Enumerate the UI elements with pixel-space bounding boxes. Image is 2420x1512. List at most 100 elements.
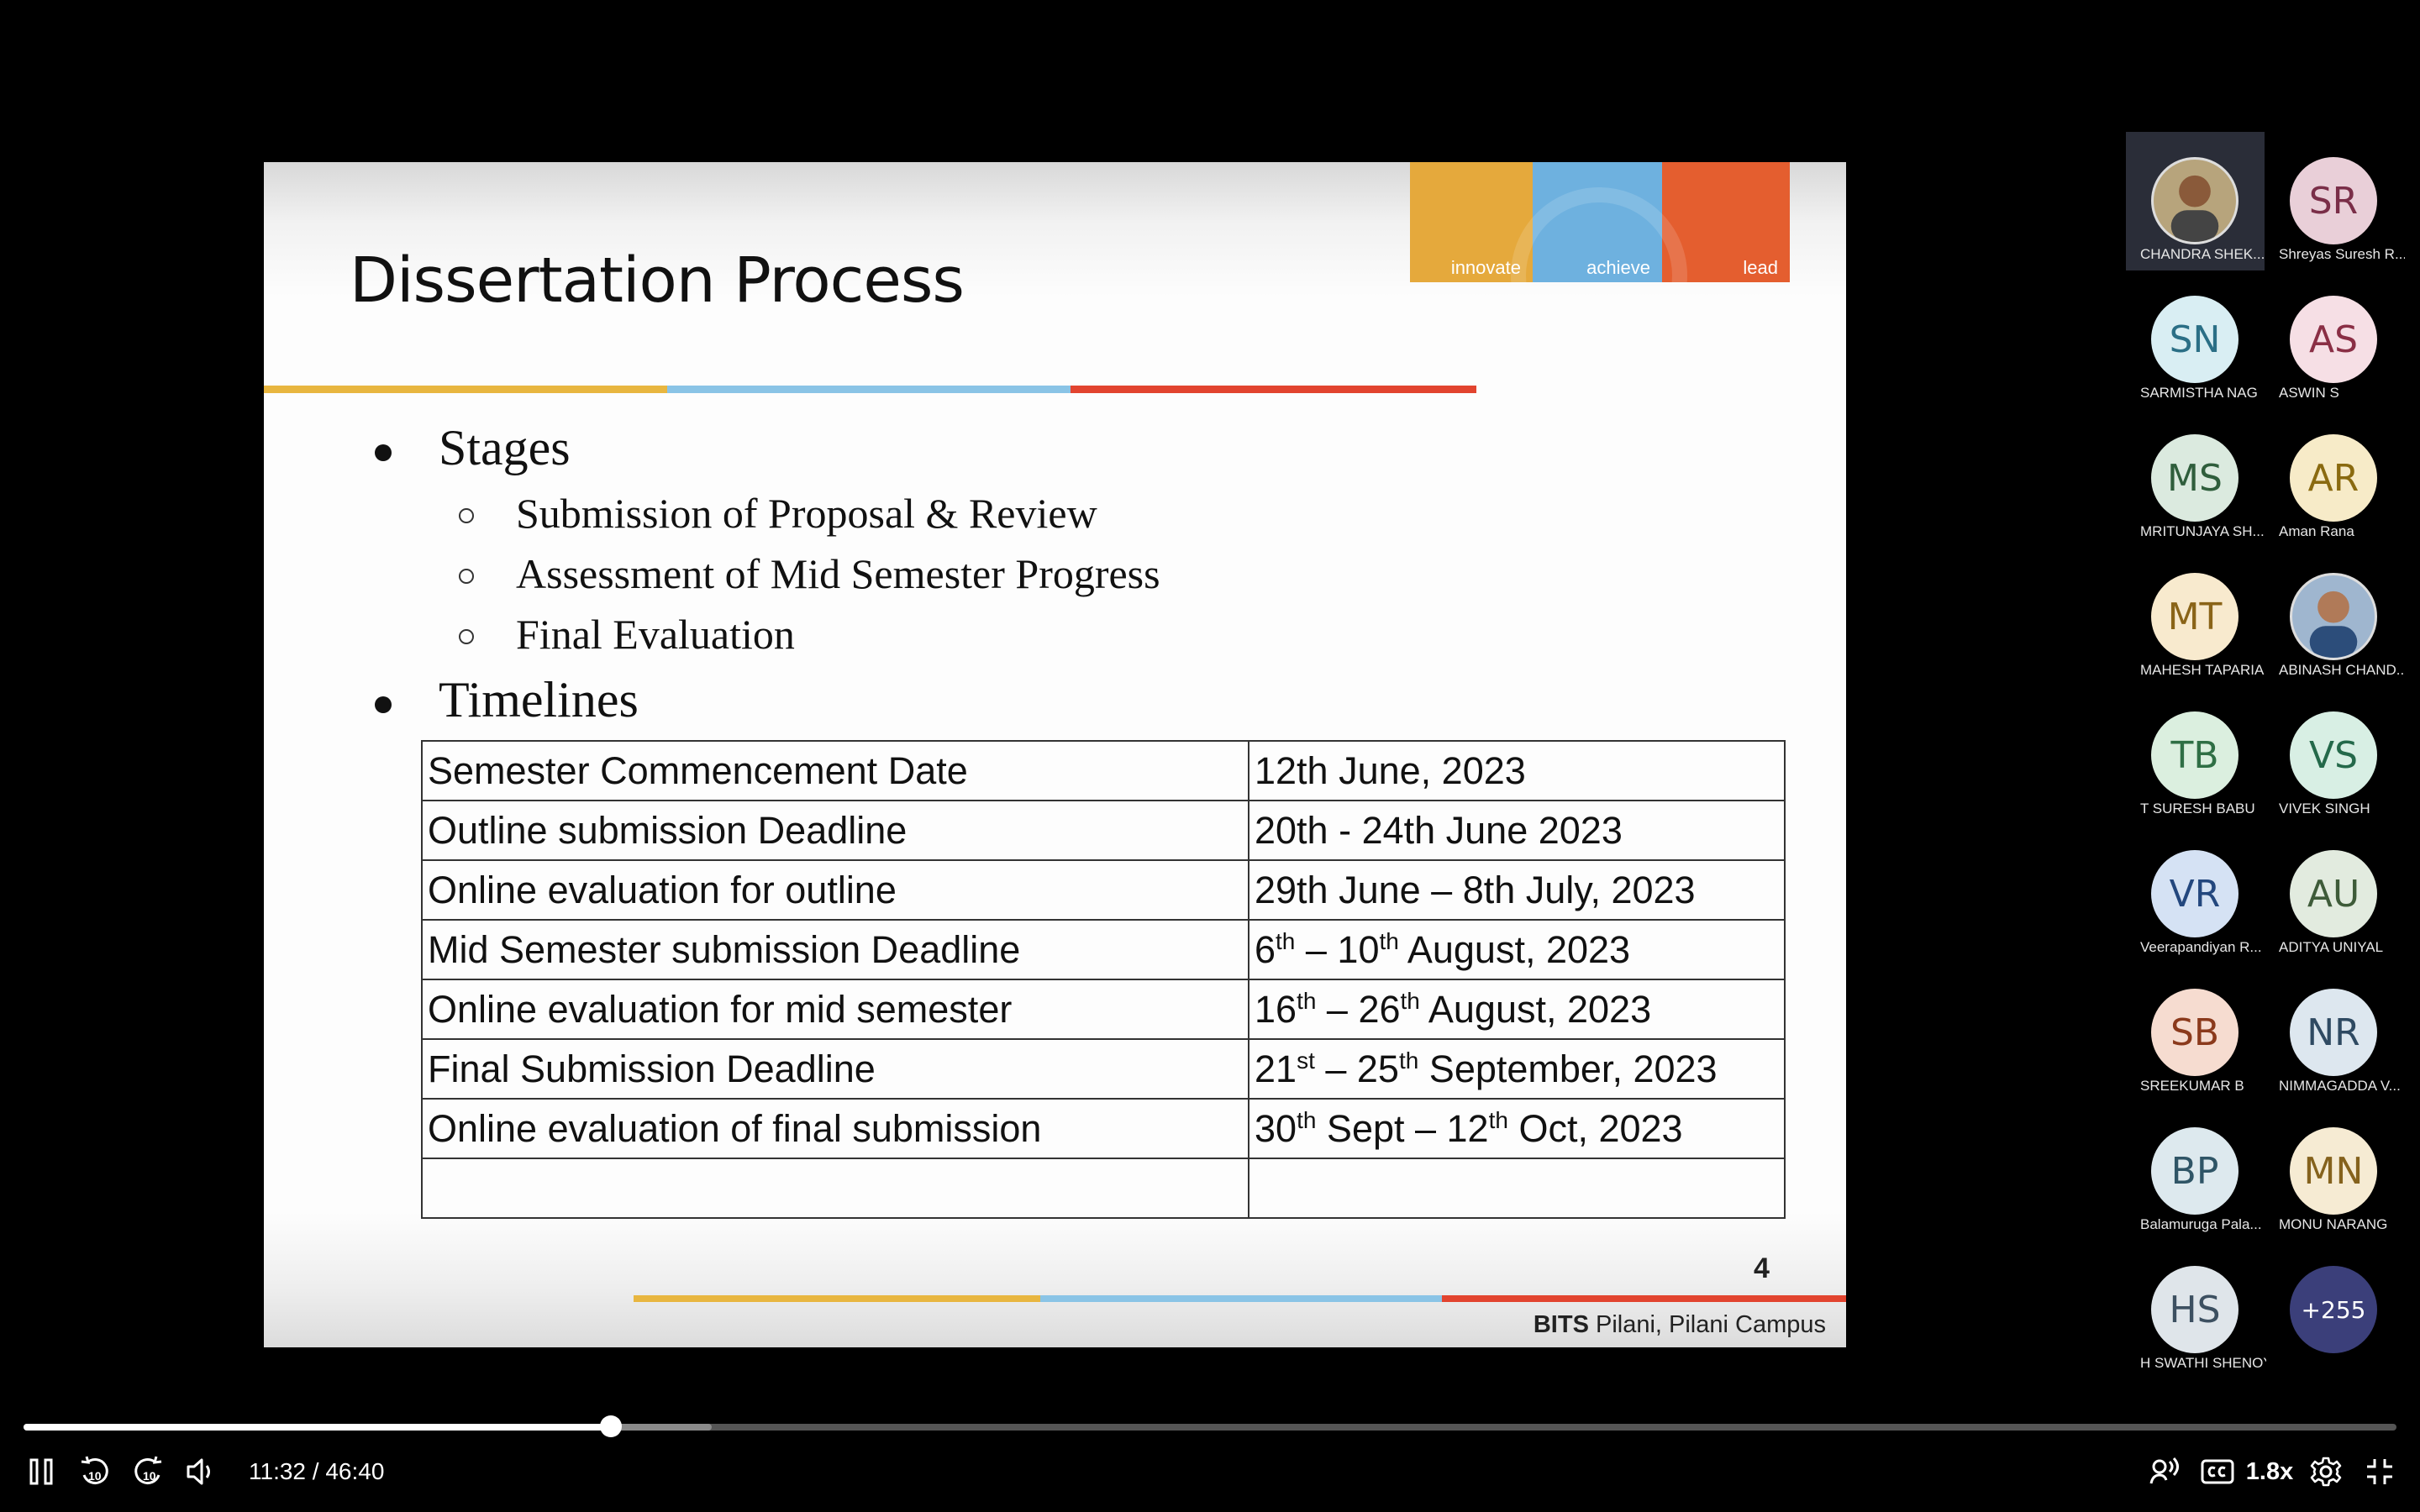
bullet-stages: Stages	[439, 420, 571, 475]
participant-tile[interactable]: MS MRITUNJAYA SH...	[2126, 409, 2265, 548]
participant-name: ASWIN S	[2279, 385, 2339, 401]
participant-avatar: BP	[2151, 1127, 2238, 1215]
sub-bullet-ring	[459, 508, 474, 523]
participant-name: NIMMAGADDA V...	[2279, 1078, 2401, 1094]
participant-avatar: AS	[2290, 296, 2377, 383]
table-row	[421, 1158, 1786, 1219]
participant-name: Veerapandiyan R...	[2140, 939, 2262, 955]
participant-name: ABINASH CHAND...	[2279, 662, 2405, 678]
bullet-timelines: Timelines	[439, 672, 639, 727]
table-row: Final Submission Deadline 21st – 25th Se…	[421, 1038, 1786, 1100]
timeline-event: Online evaluation for mid semester	[421, 979, 1249, 1040]
participant-avatar: VR	[2151, 850, 2238, 937]
participant-name: VIVEK SINGH	[2279, 801, 2370, 816]
stage-item: Final Evaluation	[516, 611, 795, 658]
volume-icon	[187, 1458, 210, 1485]
timeline-date: 21st – 25th September, 2023	[1248, 1038, 1786, 1100]
skip-back-button[interactable]: 10	[76, 1453, 113, 1490]
participant-avatar: AR	[2290, 434, 2377, 522]
participant-tile[interactable]: CHANDRA SHEK...	[2126, 132, 2265, 270]
timeline-event: Online evaluation for outline	[421, 859, 1249, 921]
timeline-table: Semester Commencement Date 12th June, 20…	[421, 740, 1786, 1219]
presentation-slide: innovate achieve lead Dissertation Proce…	[264, 162, 1846, 1347]
audio-description-button[interactable]	[2146, 1453, 2183, 1490]
participant-name: SREEKUMAR B	[2140, 1078, 2244, 1094]
participant-tile[interactable]: SB SREEKUMAR B	[2126, 963, 2265, 1102]
person-photo-icon	[2309, 591, 2358, 658]
participant-name: CHANDRA SHEK...	[2140, 246, 2265, 262]
participant-tile[interactable]: MT MAHESH TAPARIA	[2126, 548, 2265, 686]
timeline-date: 20th - 24th June 2023	[1248, 800, 1786, 861]
timeline-event: Online evaluation of final submission	[421, 1098, 1249, 1159]
participant-tile[interactable]: MN MONU NARANG	[2265, 1102, 2403, 1241]
svg-text:10: 10	[143, 1469, 156, 1483]
participant-tile[interactable]: VS VIVEK SINGH	[2265, 686, 2403, 825]
participant-tile[interactable]: BP Balamuruga Pala...	[2126, 1102, 2265, 1241]
participant-name: T SURESH BABU	[2140, 801, 2255, 816]
logo-word-lead: lead	[1743, 257, 1778, 278]
table-row: Online evaluation for mid semester 16th …	[421, 979, 1786, 1040]
pause-button[interactable]	[24, 1453, 60, 1490]
sub-bullet-ring	[459, 569, 474, 584]
timeline-date: 30th Sept – 12th Oct, 2023	[1248, 1098, 1786, 1159]
volume-button[interactable]	[183, 1453, 220, 1490]
table-row: Semester Commencement Date 12th June, 20…	[421, 740, 1786, 801]
participant-tile[interactable]: AR Aman Rana	[2265, 409, 2403, 548]
table-row: Mid Semester submission Deadline 6th – 1…	[421, 919, 1786, 980]
participant-avatar: +255	[2290, 1266, 2377, 1353]
closed-captions-icon	[2201, 1459, 2234, 1484]
timeline-event: Outline submission Deadline	[421, 800, 1249, 861]
participant-tile[interactable]: HS H SWATHI SHENOY	[2126, 1241, 2266, 1379]
gear-icon	[2310, 1457, 2342, 1487]
closed-captions-button[interactable]	[2199, 1453, 2236, 1490]
participant-avatar: TB	[2151, 711, 2238, 799]
table-row: Online evaluation of final submission 30…	[421, 1098, 1786, 1159]
timeline-date	[1248, 1158, 1786, 1219]
participant-name: MAHESH TAPARIA	[2140, 662, 2265, 678]
participant-avatar: MN	[2290, 1127, 2377, 1215]
participant-tile[interactable]: AU ADITYA UNIYAL	[2265, 825, 2403, 963]
slide-footer: BITS Pilani, Pilani Campus	[1533, 1311, 1826, 1338]
title-underline	[264, 386, 1476, 393]
participant-tile[interactable]: SR Shreyas Suresh R...	[2265, 132, 2405, 270]
participant-avatar: SB	[2151, 989, 2238, 1076]
participant-tile[interactable]: +255	[2265, 1241, 2403, 1379]
participant-name: MONU NARANG	[2279, 1216, 2388, 1232]
timeline-date: 6th – 10th August, 2023	[1248, 919, 1786, 980]
participant-tile[interactable]: AS ASWIN S	[2265, 270, 2403, 409]
seek-handle[interactable]	[599, 1415, 622, 1437]
audio-description-icon	[2149, 1457, 2179, 1484]
timeline-event: Semester Commencement Date	[421, 740, 1249, 801]
settings-button[interactable]	[2307, 1453, 2344, 1490]
stage-item: Assessment of Mid Semester Progress	[516, 550, 1160, 597]
stage-item: Submission of Proposal & Review	[516, 490, 1097, 537]
participant-tile[interactable]: VR Veerapandiyan R...	[2126, 825, 2265, 963]
rewind-10-icon: 10	[81, 1456, 108, 1484]
participant-avatar: NR	[2290, 989, 2377, 1076]
participant-name: SARMISTHA NAG	[2140, 385, 2258, 401]
participant-tile[interactable]: TB T SURESH BABU	[2126, 686, 2265, 825]
table-row: Online evaluation for outline 29th June …	[421, 859, 1786, 921]
playback-speed-button[interactable]: 1.8x	[2245, 1457, 2294, 1485]
timeline-date: 29th June – 8th July, 2023	[1248, 859, 1786, 921]
participant-name: ADITYA UNIYAL	[2279, 939, 2384, 955]
time-display: 11:32 / 46:40	[249, 1458, 385, 1484]
bits-logo: innovate achieve lead	[1410, 162, 1790, 364]
footer-line	[634, 1295, 1846, 1302]
bullet-dot	[375, 696, 392, 713]
pause-icon	[29, 1458, 53, 1485]
seek-bar[interactable]	[24, 1415, 2396, 1437]
table-row: Outline submission Deadline 20th - 24th …	[421, 800, 1786, 861]
skip-forward-button[interactable]: 10	[130, 1453, 167, 1490]
timeline-event: Final Submission Deadline	[421, 1038, 1249, 1100]
timeline-date: 16th – 26th August, 2023	[1248, 979, 1786, 1040]
slide-title: Dissertation Process	[350, 244, 965, 317]
participant-avatar: AU	[2290, 850, 2377, 937]
participant-tile[interactable]: SN SARMISTHA NAG	[2126, 270, 2265, 409]
exit-fullscreen-button[interactable]	[2361, 1453, 2398, 1490]
participant-avatar: VS	[2290, 711, 2377, 799]
forward-10-icon: 10	[134, 1456, 162, 1484]
exit-fullscreen-icon	[2367, 1459, 2392, 1484]
participant-tile[interactable]: NR NIMMAGADDA V...	[2265, 963, 2403, 1102]
participant-tile[interactable]: ABINASH CHAND...	[2265, 548, 2405, 686]
